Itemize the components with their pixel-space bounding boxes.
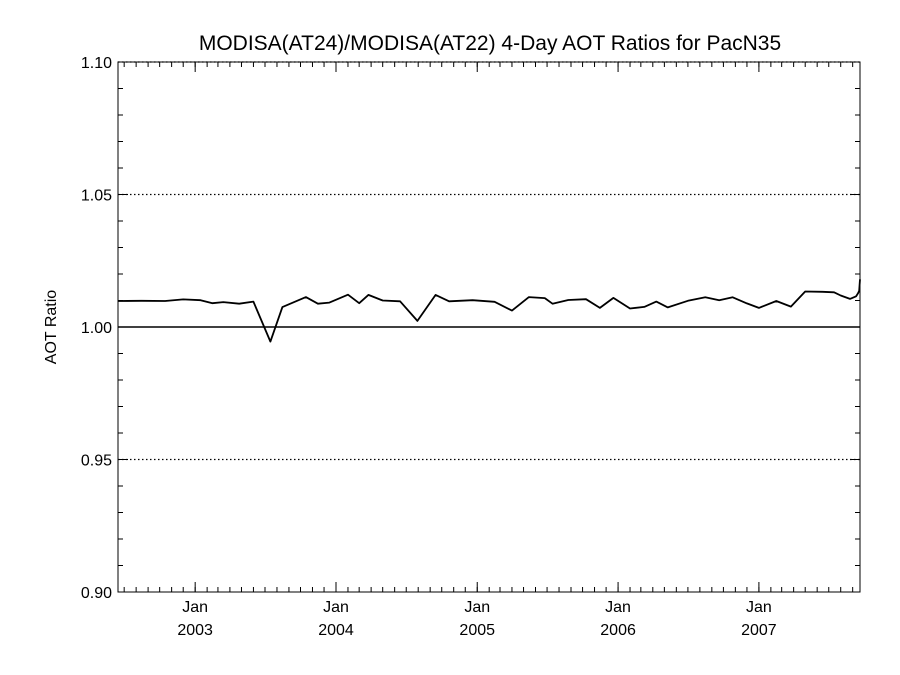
chart-title: MODISA(AT24)/MODISA(AT22) 4-Day AOT Rati… bbox=[199, 32, 781, 55]
x-tick-month-label: Jan bbox=[464, 599, 490, 616]
series-layer bbox=[117, 279, 861, 343]
x-tick-year-label: 2003 bbox=[177, 622, 213, 639]
x-axis-ticks: Jan 2003 Jan 2004 Jan 2005 Jan 2006 Jan 2007 bbox=[123, 62, 854, 639]
y-tick-label: 1.00 bbox=[81, 320, 112, 337]
x-tick-year-label: 2006 bbox=[600, 622, 636, 639]
x-tick-year-label: 2004 bbox=[318, 622, 354, 639]
y-tick-label: 0.95 bbox=[81, 453, 112, 470]
x-tick-month-label: Jan bbox=[746, 599, 772, 616]
y-tick-label: 0.90 bbox=[81, 585, 112, 602]
x-tick-month-label: Jan bbox=[182, 599, 208, 616]
x-tick-year-label: 2005 bbox=[459, 622, 495, 639]
y-tick-label: 1.10 bbox=[81, 55, 112, 72]
series-line bbox=[117, 279, 861, 343]
y-axis-ticks: 0.90 0.95 1.00 1.05 1.10 bbox=[81, 55, 860, 602]
y-axis-title: AOT Ratio bbox=[43, 290, 60, 365]
x-tick-year-label: 2007 bbox=[741, 622, 777, 639]
x-tick-month-label: Jan bbox=[323, 599, 349, 616]
x-tick-month-label: Jan bbox=[605, 599, 631, 616]
y-tick-label: 1.05 bbox=[81, 188, 112, 205]
grid-layer bbox=[118, 61, 860, 461]
